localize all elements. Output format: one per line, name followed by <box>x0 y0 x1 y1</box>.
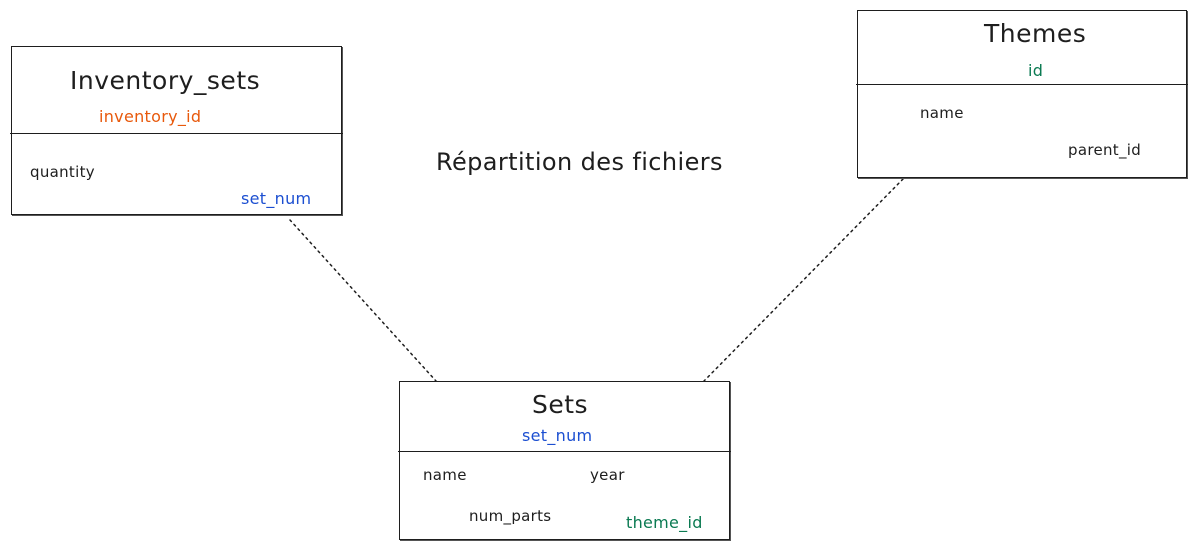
field-quantity: quantity <box>30 163 95 181</box>
field-name: name <box>920 104 964 122</box>
entity-title: Sets <box>532 390 589 419</box>
entity-divider <box>10 133 343 134</box>
connector-inventory-sets-to-sets <box>289 219 437 382</box>
field-num-parts: num_parts <box>469 507 552 525</box>
primary-key: id <box>1028 61 1044 80</box>
entity-title: Themes <box>984 19 1087 48</box>
field-parent-id: parent_id <box>1068 141 1142 159</box>
entity-inventory-sets[interactable]: Inventory_sets inventory_id quantity set… <box>10 46 343 215</box>
entity-themes[interactable]: Themes id name parent_id <box>856 10 1188 178</box>
connector-themes-to-sets <box>703 178 904 382</box>
primary-key: inventory_id <box>99 107 202 126</box>
field-name: name <box>423 466 467 484</box>
foreign-key-set-num: set_num <box>241 189 312 208</box>
diagram-title: Répartition des fichiers <box>436 148 723 176</box>
entity-divider <box>856 84 1188 85</box>
entity-title: Inventory_sets <box>70 66 261 95</box>
entity-divider <box>398 451 731 452</box>
primary-key: set_num <box>522 426 593 445</box>
foreign-key-theme-id: theme_id <box>626 513 703 532</box>
entity-sets[interactable]: Sets set_num name year num_parts theme_i… <box>398 381 731 540</box>
field-year: year <box>590 466 625 484</box>
